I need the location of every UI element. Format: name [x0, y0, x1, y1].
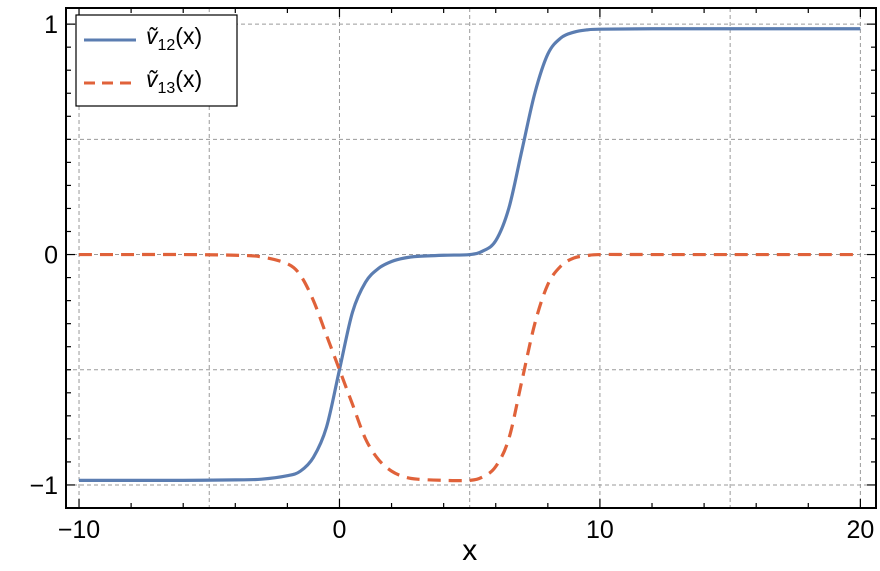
- legend-label-v12-sub: 12: [158, 37, 176, 54]
- series-layer: [79, 27, 861, 483]
- y-tick-label: 0: [44, 242, 58, 270]
- legend-label-v12: ṽ12(x): [146, 23, 202, 54]
- legend: ṽ12(x) ṽ13(x): [75, 14, 238, 107]
- plot-frame: [65, 7, 877, 509]
- series-line-v12: [79, 27, 861, 482]
- legend-label-v13-suffix: (x): [175, 66, 202, 92]
- legend-label-v13-main: ṽ: [146, 66, 159, 92]
- legend-box: [75, 14, 238, 107]
- y-tick-label: −1: [29, 472, 58, 500]
- legend-entry-v12: ṽ12(x): [84, 23, 202, 54]
- tick-labels: −10 0 10 20−101: [29, 11, 874, 544]
- x-tick-label: 10: [586, 516, 614, 544]
- x-axis-title: x: [462, 534, 477, 567]
- legend-label-v13: ṽ13(x): [146, 66, 202, 97]
- grid-lines: [66, 8, 876, 508]
- legend-label-v12-main: ṽ: [146, 23, 159, 49]
- x-tick-label: −10: [58, 516, 100, 544]
- legend-label-v12-suffix: (x): [175, 23, 202, 49]
- x-tick-label: 20: [846, 516, 874, 544]
- x-tick-label: 0: [333, 516, 347, 544]
- axis-ticks: [66, 8, 876, 508]
- series-line-v13: [79, 252, 861, 483]
- y-tick-label: 1: [44, 11, 58, 39]
- legend-label-v13-sub: 13: [158, 80, 176, 97]
- legend-entry-v13: ṽ13(x): [84, 66, 202, 97]
